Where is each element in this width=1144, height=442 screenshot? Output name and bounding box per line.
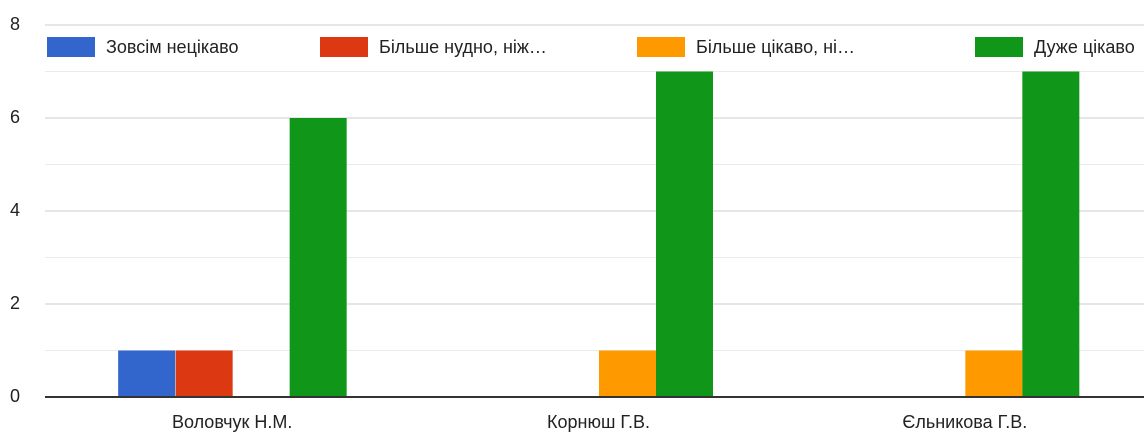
bar [599, 350, 656, 397]
bar [1022, 71, 1080, 397]
bar [118, 350, 176, 397]
x-tick-label: Єльникова Г.В. [902, 412, 1027, 432]
legend-label: Зовсім нецікаво [106, 37, 239, 57]
legend-swatch [975, 37, 1023, 57]
legend-label: Більше нудно, ніж… [379, 37, 547, 57]
legend-label: Більше цікаво, ні… [696, 37, 855, 57]
legend-swatch [47, 37, 95, 57]
x-tick-label: Воловчук Н.М. [172, 412, 292, 432]
bar [965, 350, 1023, 397]
legend-label: Дуже цікаво [1034, 37, 1135, 57]
y-tick-label: 4 [10, 200, 20, 220]
bar [175, 350, 233, 397]
legend-swatch [320, 37, 368, 57]
y-tick-label: 0 [10, 386, 20, 406]
y-tick-label: 6 [10, 107, 20, 127]
legend-swatch [637, 37, 685, 57]
y-tick-label: 2 [10, 293, 20, 313]
x-tick-label: Корнюш Г.В. [547, 412, 650, 432]
bar [656, 71, 713, 397]
bar [289, 118, 347, 397]
y-tick-label: 8 [10, 14, 20, 34]
